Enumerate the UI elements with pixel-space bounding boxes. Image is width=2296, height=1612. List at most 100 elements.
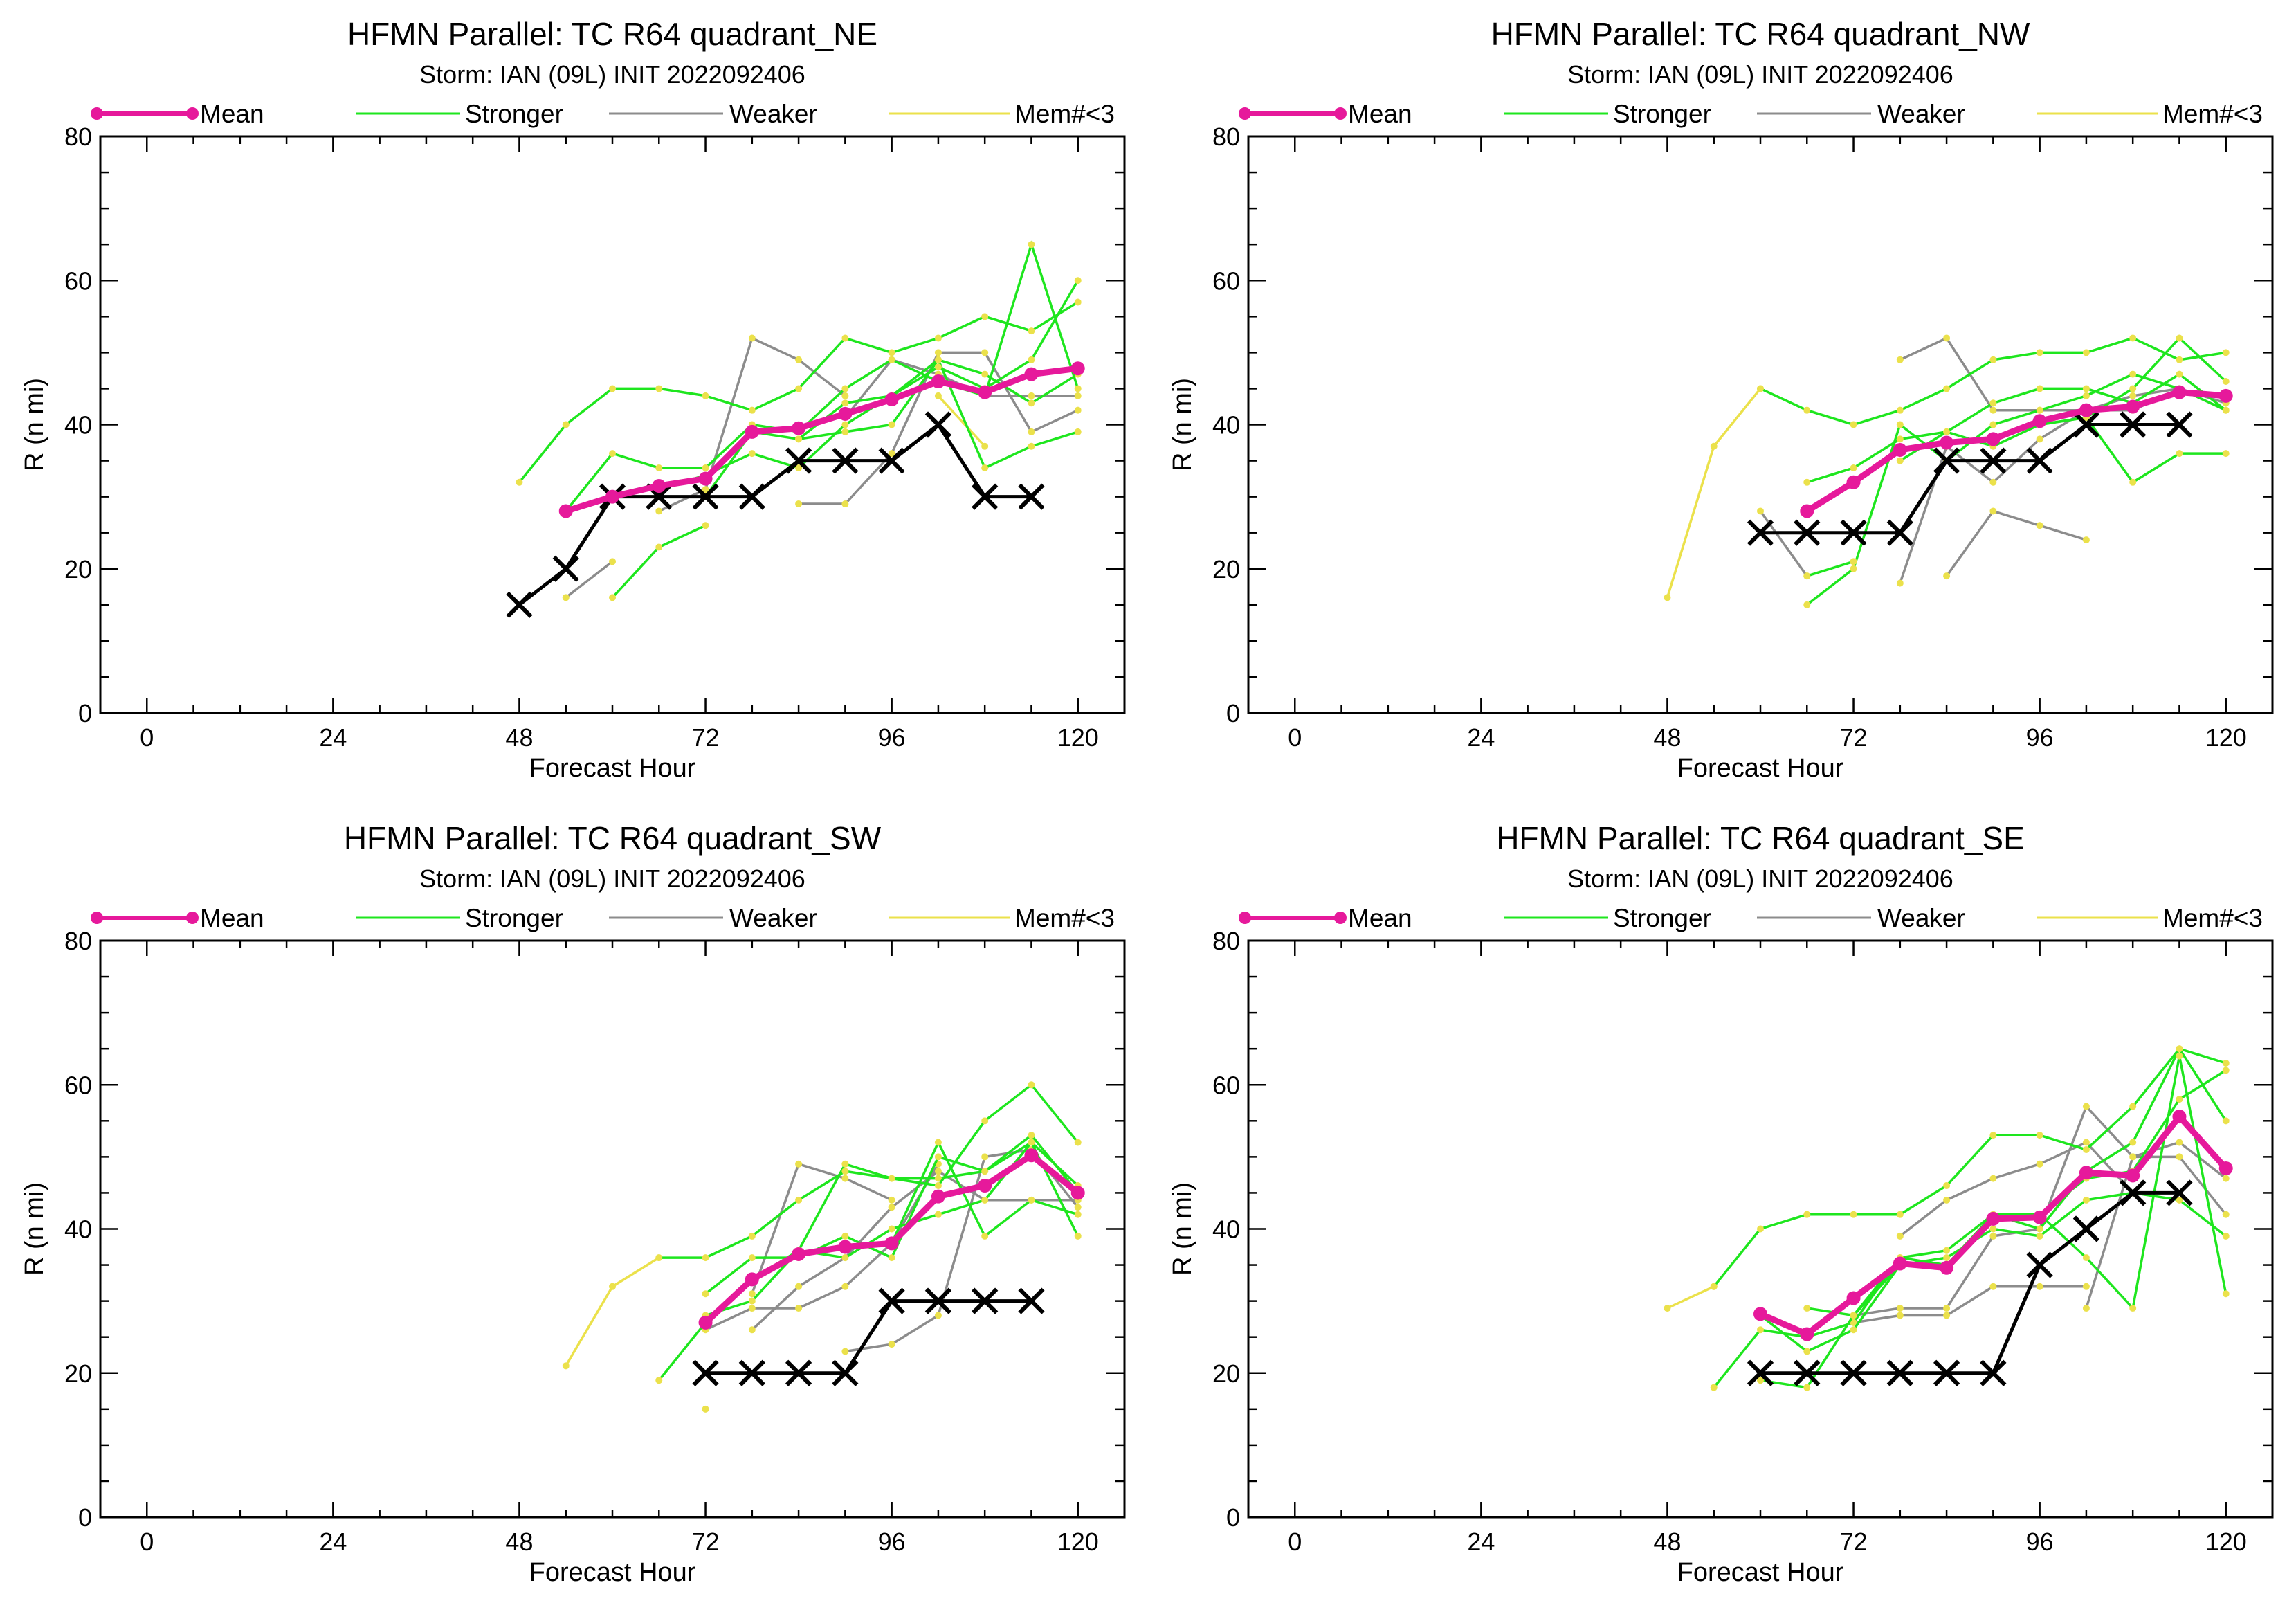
stronger-member-point	[981, 464, 989, 471]
weaker-member-point	[1896, 1312, 1904, 1319]
weaker-member-point	[2082, 1139, 2090, 1146]
legend-label-mean: Mean	[200, 904, 264, 932]
mean-point	[698, 1315, 713, 1330]
weaker-member-point	[1896, 1232, 1904, 1240]
observed-marker	[1933, 447, 1960, 474]
legend-marker-mean	[1334, 107, 1347, 120]
few-member-line	[1666, 1285, 1715, 1310]
few-member-point	[1664, 594, 1671, 601]
observed-line	[518, 422, 1032, 606]
weaker-member-point	[1943, 1196, 1951, 1204]
observed-marker	[1840, 1359, 1867, 1386]
stronger-member-point	[702, 522, 709, 529]
y-tick-label: 0	[1226, 699, 1240, 727]
stronger-member-point	[1028, 399, 1035, 407]
observed-marker	[1747, 519, 1774, 546]
stronger-member-point	[1896, 457, 1904, 464]
stronger-member-point	[1028, 442, 1035, 450]
y-tick-label: 60	[1212, 266, 1240, 295]
weaker-member-point	[1028, 428, 1035, 435]
stronger-member-point	[1943, 1182, 1951, 1190]
mean-point	[2172, 385, 2187, 399]
legend-marker-mean	[1334, 912, 1347, 924]
stronger-member-point	[841, 334, 849, 342]
stronger-member-point	[748, 1297, 756, 1305]
weaker-member-point	[2036, 435, 2043, 443]
stronger-member-line	[1713, 1047, 2227, 1388]
legend-label-weaker: Weaker	[729, 100, 817, 128]
observed-marker	[1747, 1359, 1774, 1386]
few-member-point	[1664, 1305, 1671, 1312]
stronger-member-point	[1803, 1211, 1811, 1218]
stronger-member-point	[981, 313, 989, 320]
stronger-member-point	[655, 1254, 663, 1262]
weaker-member-point	[748, 334, 756, 342]
legend-marker-mean	[1239, 107, 1251, 120]
stronger-member-line	[611, 524, 707, 599]
stronger-member-line	[1806, 336, 2227, 484]
mean-point	[745, 424, 759, 439]
x-axis-label: Forecast Hour	[1677, 754, 1844, 783]
legend-label-few: Mem#<3	[1014, 904, 1115, 932]
stronger-member-point	[934, 1153, 942, 1161]
stronger-member-point	[2176, 370, 2183, 378]
few-member-point	[562, 1362, 570, 1370]
weaker-member-point	[795, 1160, 803, 1168]
stronger-member-point	[1896, 421, 1904, 428]
weaker-member-line	[1853, 1285, 2086, 1324]
few-member-point	[1710, 442, 1718, 450]
stronger-member-point	[562, 421, 570, 428]
mean-point	[1986, 1211, 2001, 1226]
stronger-member-point	[2222, 1117, 2230, 1125]
weaker-member-point	[562, 594, 570, 601]
legend-label-few: Mem#<3	[2162, 100, 2263, 128]
weaker-member-line	[1945, 509, 2087, 577]
y-tick-label: 80	[64, 123, 92, 151]
weaker-member-point	[795, 356, 803, 363]
stronger-member-point	[1803, 406, 1811, 414]
mean-point	[1846, 475, 1861, 489]
weaker-member-point	[1943, 1312, 1951, 1319]
stronger-member-point	[795, 1196, 803, 1204]
x-tick-label: 120	[2205, 723, 2247, 752]
few-member-line	[937, 395, 986, 447]
mean-point	[1070, 1186, 1085, 1200]
weaker-member-point	[748, 1290, 756, 1298]
mean-point	[1893, 1256, 1907, 1271]
stronger-member-point	[888, 1175, 895, 1182]
observed-marker	[878, 447, 905, 474]
stronger-member-point	[748, 450, 756, 458]
stronger-member-point	[2036, 406, 2043, 414]
stronger-member-point	[1028, 327, 1035, 335]
stronger-member-point	[1803, 1384, 1811, 1391]
chart-panel: HFMN Parallel: TC R64 quadrant_SE Storm: …	[1168, 820, 2274, 1587]
weaker-member-point	[2082, 536, 2090, 544]
stronger-member-point	[2222, 1232, 2230, 1240]
weaker-member-point	[1074, 392, 1082, 399]
observed-marker	[924, 411, 952, 438]
stronger-member-line	[657, 1133, 1079, 1382]
y-axis-label: R (n mi)	[20, 1182, 49, 1276]
x-tick-label: 120	[1057, 1528, 1099, 1556]
stronger-member-point	[1989, 1132, 1997, 1139]
mean-point	[1846, 1291, 1861, 1305]
x-tick-label: 0	[1288, 723, 1302, 752]
weaker-member-point	[2082, 1103, 2090, 1110]
stronger-member-point	[1803, 1348, 1811, 1355]
stronger-member-point	[1803, 478, 1811, 486]
stronger-member-line	[1806, 372, 2227, 606]
stronger-member-point	[609, 594, 616, 601]
y-tick-label: 40	[1212, 411, 1240, 440]
weaker-member-point	[1989, 1175, 1997, 1182]
legend-label-weaker: Weaker	[729, 904, 817, 932]
x-tick-label: 96	[2026, 723, 2054, 752]
observed-marker	[1840, 519, 1867, 546]
legend-label-mean: Mean	[1348, 904, 1412, 932]
legend-label-mean: Mean	[1348, 100, 1412, 128]
chart-panel: HFMN Parallel: TC R64 quadrant_NW Storm: …	[1168, 16, 2274, 783]
observed-marker	[738, 1359, 765, 1386]
stronger-member-point	[2222, 349, 2230, 356]
weaker-member-point	[2036, 1283, 2043, 1290]
y-tick-label: 60	[1212, 1071, 1240, 1099]
few-member-point	[934, 392, 942, 399]
